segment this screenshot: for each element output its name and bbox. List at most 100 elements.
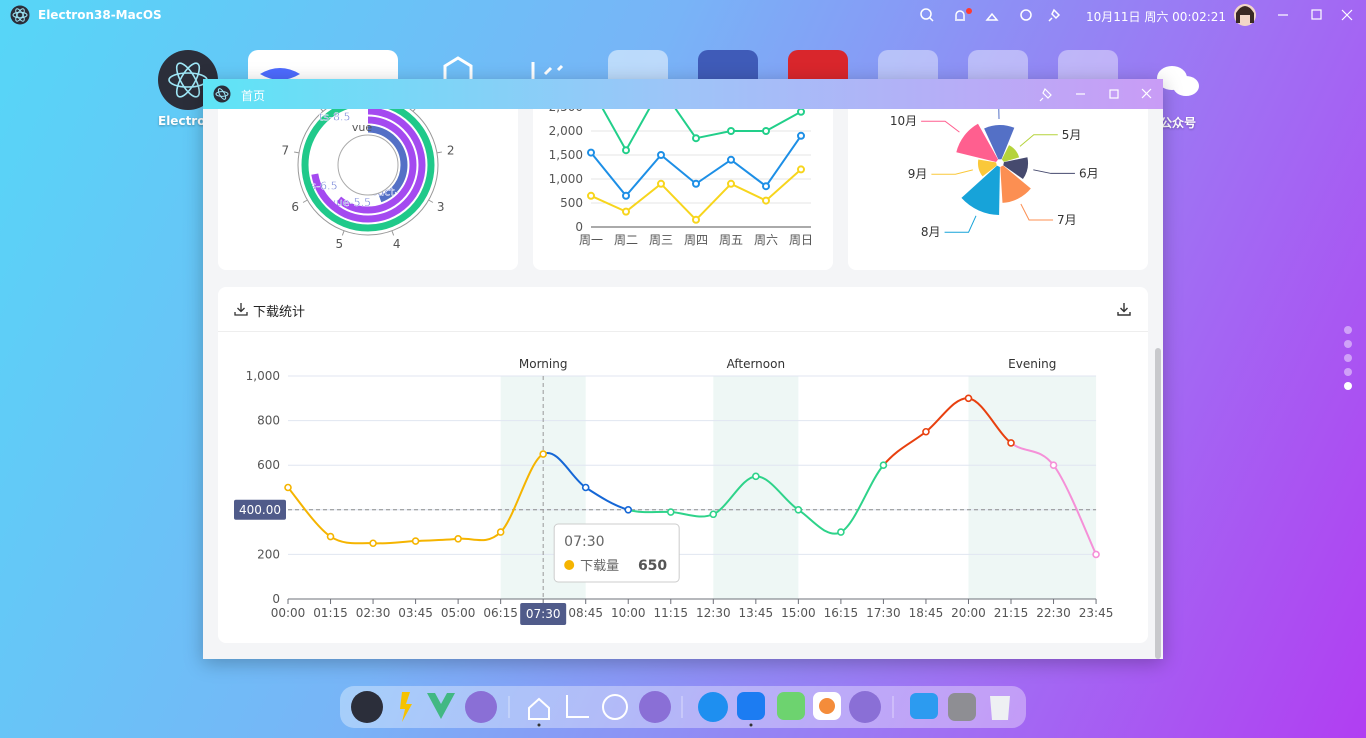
polar-bar — [310, 109, 426, 223]
dock-app[interactable] — [400, 692, 412, 722]
dock-app[interactable] — [427, 693, 455, 719]
data-point — [964, 394, 973, 403]
x-tick-label: 06:15 — [483, 606, 518, 620]
mark-line-label-bg — [234, 499, 286, 520]
dock-app[interactable] — [351, 691, 383, 723]
polar-bar — [301, 109, 435, 232]
slice-label: 8月 — [921, 225, 941, 239]
y-tick-label: 1,000 — [246, 369, 280, 383]
data-point — [727, 155, 735, 164]
line-segment — [1010, 442, 1055, 466]
scrollbar[interactable] — [1155, 348, 1161, 659]
x-tick-label: 周四 — [684, 233, 708, 247]
avatar[interactable] — [1233, 3, 1257, 27]
data-point — [692, 134, 700, 143]
axis-pointer-label-bg — [520, 603, 567, 625]
data-point — [794, 506, 803, 514]
dock-app[interactable] — [849, 691, 881, 723]
y-tick-label: 0 — [272, 592, 280, 606]
line-segment — [1052, 464, 1097, 555]
mark-area-label: Morning — [519, 357, 568, 371]
data-point — [837, 528, 845, 536]
y-tick-label: 1,000 — [549, 172, 583, 186]
data-point — [284, 483, 292, 492]
dock-app[interactable] — [566, 695, 589, 718]
y-tick-label: 2,500 — [549, 109, 583, 114]
label-line — [1020, 203, 1054, 221]
label-line — [1033, 169, 1075, 174]
pin-button[interactable] — [1039, 87, 1052, 102]
rose-slice — [984, 125, 1015, 160]
slice-label: 6月 — [1079, 166, 1099, 180]
export-button[interactable] — [1117, 302, 1131, 316]
slice-label: 7月 — [1057, 213, 1077, 227]
dock-app[interactable] — [948, 693, 976, 721]
dock-app[interactable] — [777, 692, 805, 720]
data-point — [581, 483, 590, 492]
settings-icon[interactable] — [1020, 9, 1032, 21]
clean-icon[interactable] — [985, 12, 999, 21]
data-point — [539, 450, 547, 458]
radius-axis-label: vue — [352, 121, 372, 134]
dock-app[interactable] — [528, 697, 550, 720]
data-point — [657, 151, 665, 159]
top-bar: Electron38-MacOS 10月11日 周六 00:02:21 — [0, 0, 1366, 30]
download-icon — [234, 303, 248, 316]
data-point — [762, 196, 770, 205]
dock-app[interactable] — [639, 691, 671, 723]
rose-slice — [1003, 157, 1028, 180]
card: 4月5月6月7月8月9月10月 — [848, 109, 1148, 270]
angle-tick-label: 7 — [281, 143, 289, 157]
mark-area-label: Afternoon — [727, 357, 786, 371]
pin-icon[interactable] — [1048, 8, 1061, 22]
data-point — [624, 506, 633, 514]
y-tick-label: 800 — [257, 414, 280, 428]
tooltip-series-name: 下载量 — [580, 559, 619, 574]
tick-mark — [320, 109, 324, 112]
data-point — [922, 427, 930, 436]
dock-app[interactable] — [737, 692, 765, 720]
x-tick-label: 20:00 — [951, 606, 986, 620]
dock-app[interactable] — [910, 693, 938, 719]
dock-app[interactable] — [602, 694, 628, 720]
data-point — [587, 191, 595, 200]
window-controls — [1039, 87, 1152, 102]
close-button[interactable] — [1341, 9, 1353, 21]
rose-slice — [961, 165, 1000, 215]
app-name: Electron38-MacOS — [38, 8, 162, 22]
window-title: 首页 — [241, 89, 266, 103]
x-tick-label: 18:45 — [909, 606, 944, 620]
close-button[interactable] — [1141, 88, 1152, 99]
dock-app[interactable] — [990, 696, 1010, 720]
data-point — [326, 532, 335, 541]
download-chart: MorningAfternoonEvening02004006008001,00… — [234, 357, 1113, 625]
x-tick-label: 10:00 — [611, 606, 646, 620]
data-point — [657, 179, 665, 188]
x-tick-label: 16:15 — [824, 606, 859, 620]
x-tick-label: 周六 — [754, 233, 778, 247]
tooltip-marker — [564, 560, 575, 570]
dock-app[interactable] — [698, 692, 728, 722]
bell-icon[interactable] — [955, 10, 965, 21]
maximize-button[interactable] — [1109, 89, 1119, 99]
data-point — [752, 472, 760, 481]
mark-area-label: Evening — [1008, 357, 1056, 371]
line-segment — [925, 397, 969, 433]
rose-slice — [956, 123, 999, 163]
line-segment — [840, 464, 885, 533]
data-point — [879, 461, 888, 469]
restore-button[interactable] — [1311, 9, 1322, 20]
wechat-icon[interactable] — [1157, 66, 1199, 96]
line-segment — [585, 486, 629, 511]
y-tick-label: 600 — [257, 458, 280, 472]
dock-app[interactable] — [465, 691, 497, 723]
x-tick-label: 17:30 — [866, 606, 901, 620]
value-label: vue-5.5 — [329, 196, 371, 209]
data-point — [692, 179, 700, 188]
tick-mark — [391, 230, 395, 236]
tick-mark — [412, 109, 416, 112]
angle-tick-label: 2 — [447, 143, 455, 157]
mark-area — [713, 376, 799, 599]
search-icon[interactable] — [920, 8, 932, 20]
